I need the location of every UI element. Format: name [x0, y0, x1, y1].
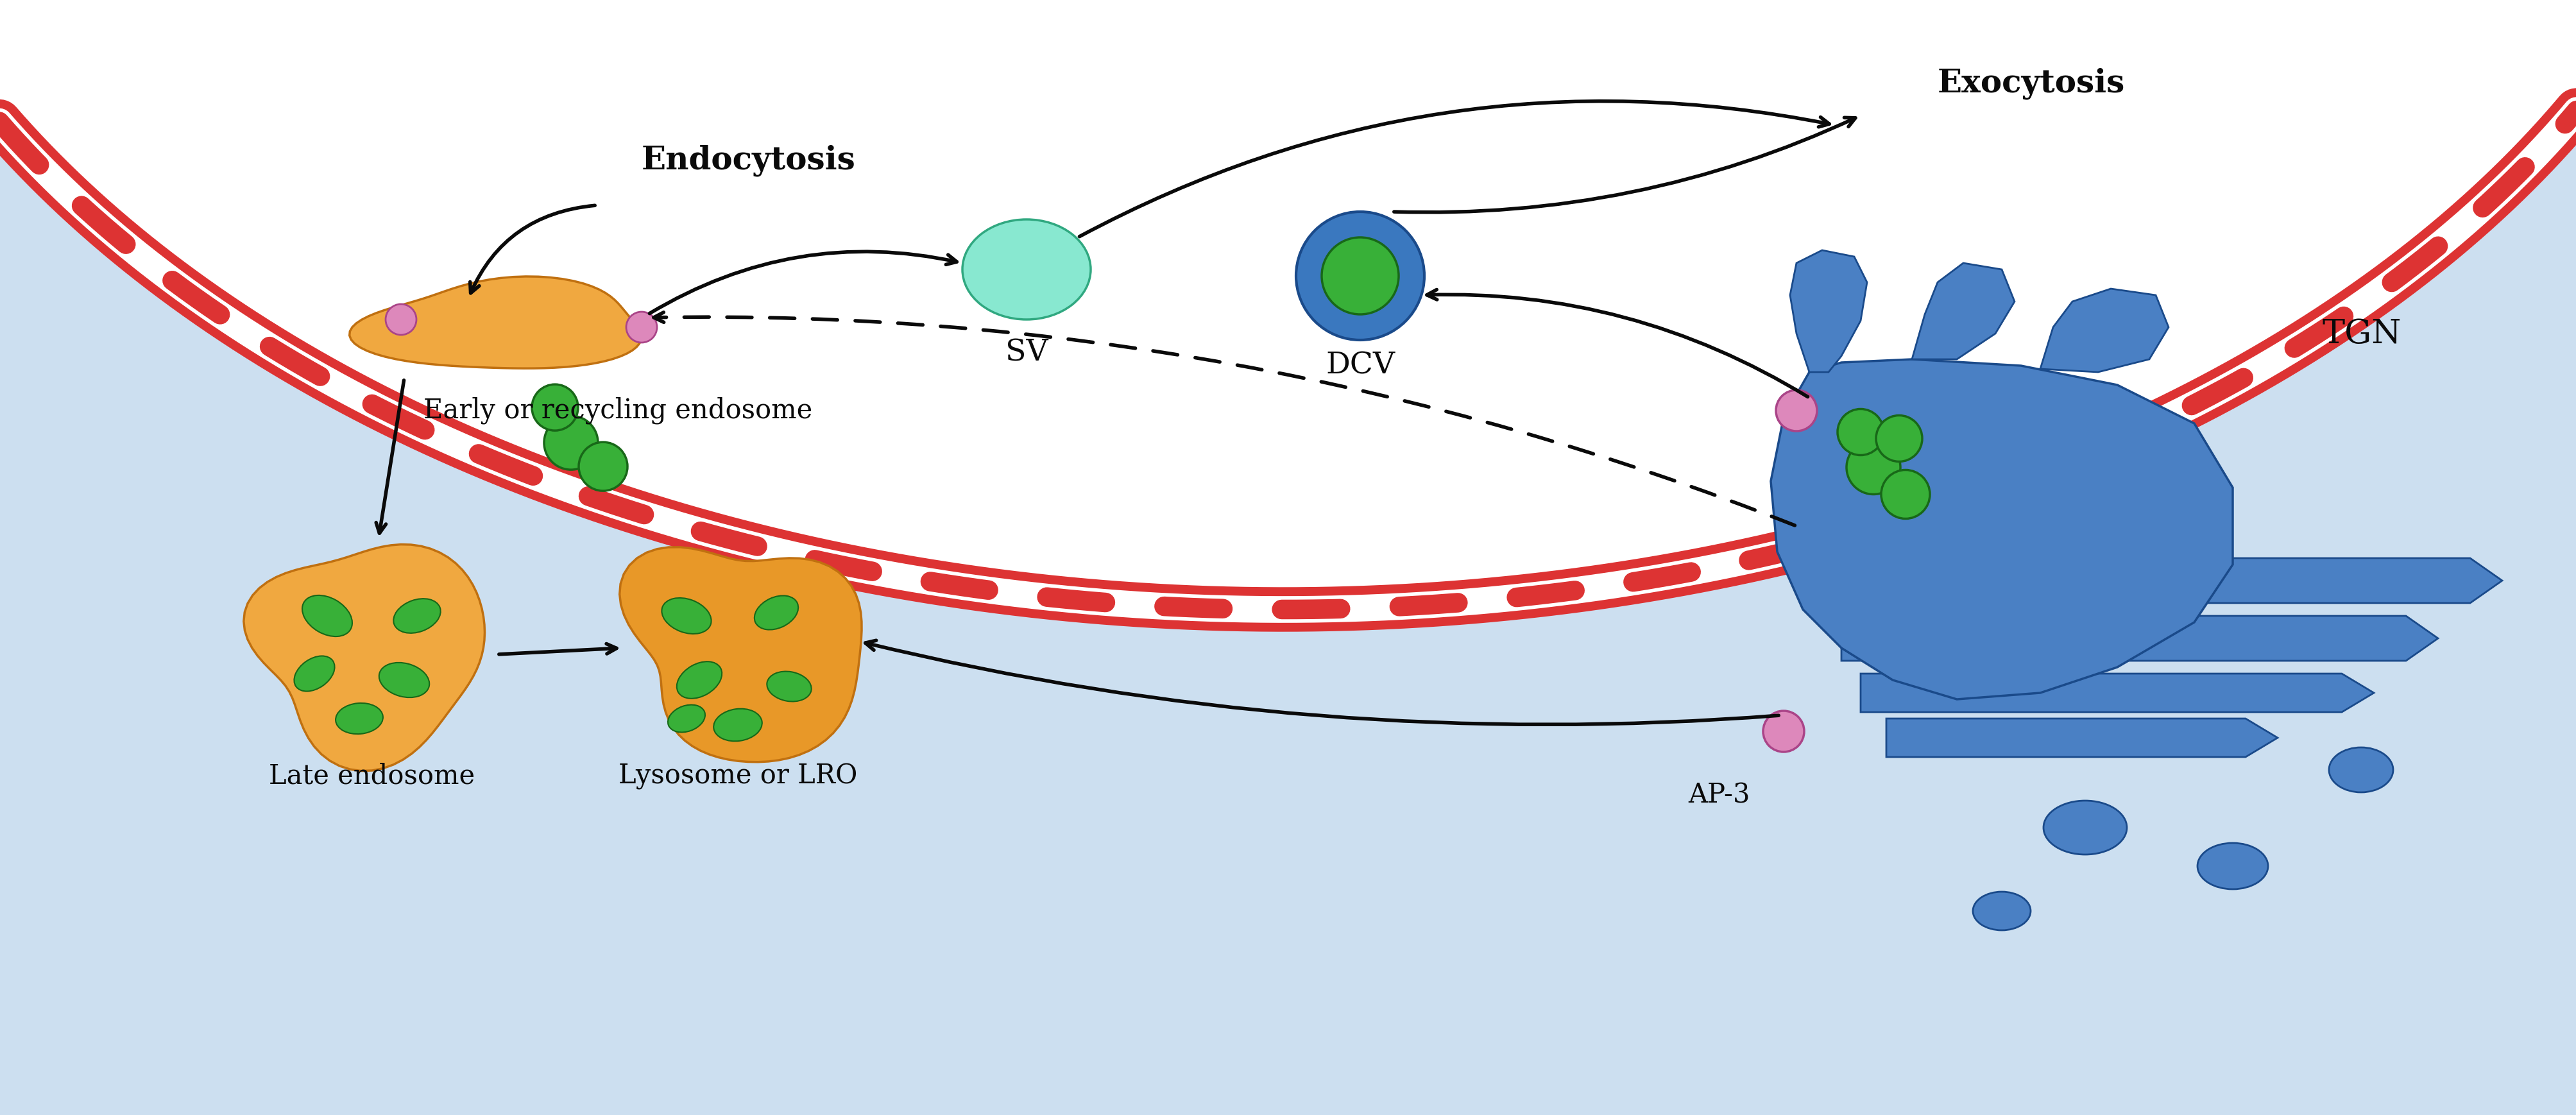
Text: DCV: DCV	[1324, 351, 1394, 380]
Ellipse shape	[394, 599, 440, 633]
Circle shape	[1837, 409, 1883, 455]
Polygon shape	[1886, 718, 2277, 757]
FancyArrowPatch shape	[1079, 101, 1829, 236]
Circle shape	[1847, 440, 1901, 494]
FancyArrowPatch shape	[1427, 290, 1808, 397]
Polygon shape	[2040, 289, 2169, 372]
Ellipse shape	[379, 662, 430, 698]
Ellipse shape	[714, 709, 762, 741]
Circle shape	[1875, 416, 1922, 462]
Ellipse shape	[335, 704, 384, 734]
Text: Late endosome: Late endosome	[268, 763, 474, 789]
Ellipse shape	[2197, 843, 2267, 889]
FancyArrowPatch shape	[866, 640, 1777, 725]
FancyArrowPatch shape	[1394, 117, 1855, 212]
Ellipse shape	[755, 595, 799, 630]
Polygon shape	[1790, 250, 1868, 372]
Ellipse shape	[677, 661, 721, 698]
Text: AP-3: AP-3	[1687, 782, 1749, 809]
Text: Exocytosis: Exocytosis	[1937, 68, 2125, 99]
Text: TGN: TGN	[2321, 318, 2401, 350]
Polygon shape	[1770, 359, 2233, 699]
Circle shape	[386, 304, 417, 334]
Circle shape	[1880, 469, 1929, 518]
FancyArrowPatch shape	[654, 312, 1795, 525]
FancyArrowPatch shape	[649, 252, 956, 313]
Ellipse shape	[1973, 892, 2030, 930]
FancyArrowPatch shape	[376, 380, 404, 533]
Polygon shape	[245, 544, 484, 770]
FancyArrowPatch shape	[469, 205, 595, 293]
Polygon shape	[1911, 263, 2014, 359]
Ellipse shape	[301, 595, 353, 637]
FancyArrowPatch shape	[500, 643, 616, 655]
Ellipse shape	[963, 220, 1090, 320]
Text: Lysosome or LRO: Lysosome or LRO	[618, 763, 858, 789]
Ellipse shape	[667, 705, 706, 733]
Ellipse shape	[2329, 747, 2393, 793]
Circle shape	[531, 385, 577, 430]
Circle shape	[544, 416, 598, 469]
Ellipse shape	[768, 671, 811, 701]
Text: Early or recycling endosome: Early or recycling endosome	[422, 397, 811, 424]
Circle shape	[1296, 212, 1425, 340]
Ellipse shape	[2043, 801, 2125, 854]
Circle shape	[1775, 390, 1816, 432]
Polygon shape	[1842, 615, 2437, 661]
Circle shape	[626, 312, 657, 342]
Circle shape	[1321, 237, 1399, 314]
Circle shape	[580, 443, 629, 491]
Text: SV: SV	[1005, 338, 1048, 367]
Polygon shape	[1860, 673, 2372, 712]
Polygon shape	[1829, 559, 2501, 603]
Text: Endocytosis: Endocytosis	[641, 145, 855, 176]
Polygon shape	[618, 547, 860, 762]
Polygon shape	[350, 277, 641, 368]
Circle shape	[1762, 711, 1803, 752]
Ellipse shape	[662, 598, 711, 633]
Ellipse shape	[294, 656, 335, 691]
